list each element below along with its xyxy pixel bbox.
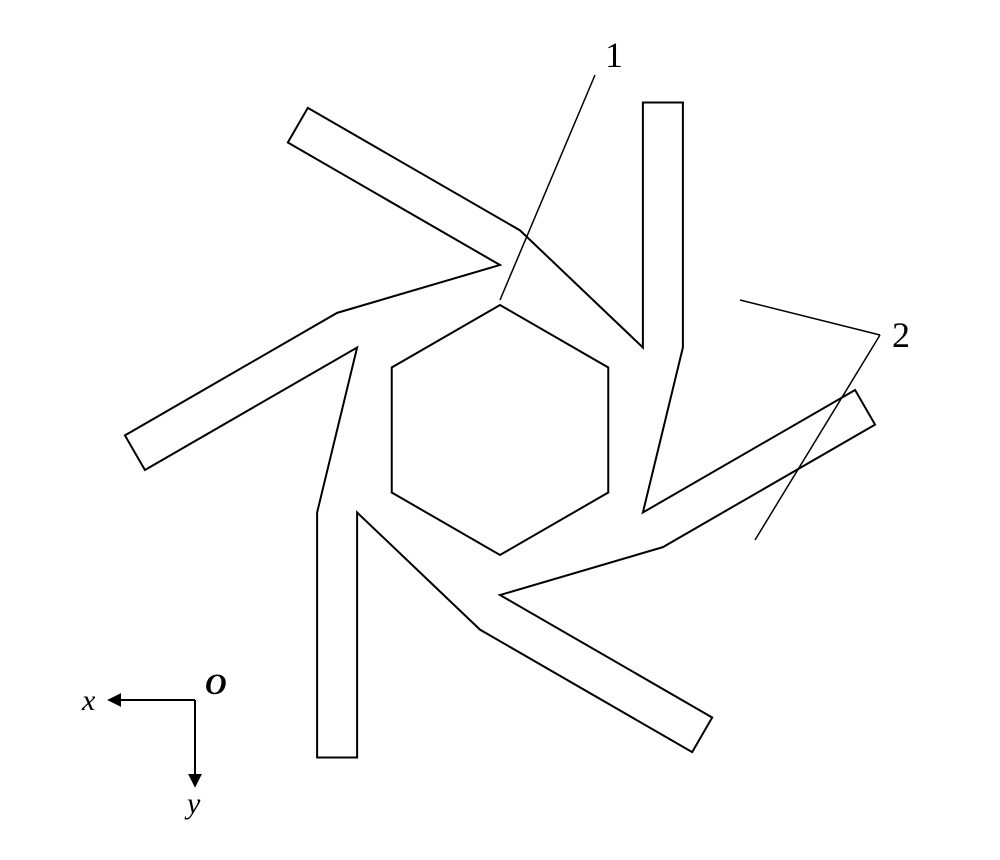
pinwheel-outer	[125, 103, 875, 758]
label-2: 2	[892, 315, 910, 355]
leader-line-1	[500, 75, 595, 300]
label-axis-y: y	[184, 787, 201, 820]
label-origin: O	[205, 668, 227, 701]
label-axis-x: x	[81, 684, 96, 717]
label-1: 1	[605, 35, 623, 75]
leader-line-2b	[740, 300, 880, 335]
pinwheel-inner-hex	[392, 305, 609, 555]
